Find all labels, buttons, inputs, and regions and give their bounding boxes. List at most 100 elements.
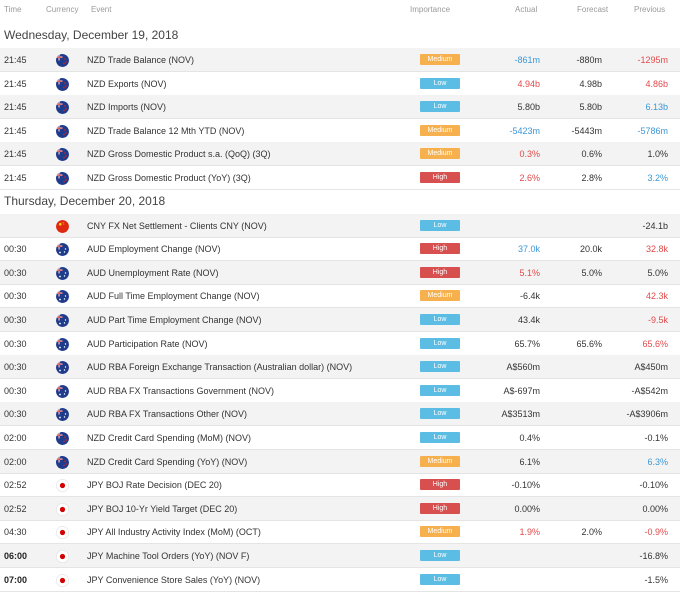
previous-value: 42.3k [645,291,668,302]
table-row[interactable]: 00:30 AUD RBA Foreign Exchange Transactio… [0,355,680,380]
nz-flag-icon [56,455,69,469]
forecast-value: 5.80b [579,102,602,113]
header-importance: Importance [410,5,451,14]
table-row[interactable]: 00:30 AUD Unemployment Rate (NOV) High 5.1%… [0,260,680,285]
event-name[interactable]: NZD Credit Card Spending (YoY) (NOV) [87,456,248,467]
table-row[interactable]: 21:45 NZD Imports (NOV) Low 5.80b 5.80b 6.13b [0,95,680,120]
forecast-value: 2.0% [581,527,602,538]
event-name[interactable]: JPY BOJ 10-Yr Yield Target (DEC 20) [87,503,238,514]
event-name[interactable]: AUD Unemployment Rate (NOV) [87,267,219,278]
importance-badge: High [420,502,460,514]
previous-value: -0.10% [639,480,668,491]
event-name[interactable]: AUD RBA FX Transactions Government (NOV) [87,385,275,396]
importance-badge: Low [420,314,460,325]
table-row[interactable]: 07:00 JPY Convenience Store Sales (YoY) (… [0,568,680,592]
event-time: 00:30 [4,244,27,255]
event-name[interactable]: JPY Machine Tool Orders (YoY) (NOV F) [87,551,250,561]
event-time: 21:45 [4,125,27,136]
forecast-value: -5443m [571,125,602,136]
importance-badge: Low [420,101,460,113]
event-name[interactable]: AUD Full Time Employment Change (NOV) [87,291,260,302]
event-name[interactable]: NZD Imports (NOV) [87,102,167,113]
event-time: 21:45 [4,149,27,160]
importance-badge: High [420,172,460,183]
header-actual: Actual [515,5,538,14]
event-name[interactable]: NZD Trade Balance (NOV) [87,55,195,65]
actual-value: -861m [514,55,540,65]
actual-value: A$3513m [501,409,540,420]
event-time: 07:00 [4,574,28,585]
importance-badge: High [420,243,460,255]
event-name[interactable]: CNY FX Net Settlement - Clients CNY (NOV… [87,220,267,231]
forecast-value: 0.6% [581,149,602,160]
event-time: 06:00 [4,551,28,561]
event-name[interactable]: AUD RBA FX Transactions Other (NOV) [87,409,248,420]
table-row[interactable]: 21:45 NZD Trade Balance 12 Mth YTD (NOV) M… [0,119,680,143]
cn-flag-icon [56,219,69,233]
previous-value: 4.86b [645,78,668,89]
table-row[interactable]: 21:45 NZD Gross Domestic Product s.a. (Qo… [0,142,680,167]
table-row[interactable]: 21:45 NZD Exports (NOV) Low 4.94b 4.98b 4.86b [0,72,680,96]
table-row[interactable]: 02:00 NZD Credit Card Spending (MoM) (NOV… [0,426,680,450]
event-time: 02:00 [4,456,27,467]
table-row[interactable]: 06:00 JPY Machine Tool Orders (YoY) (NOV … [0,544,680,568]
table-header: Time Currency Event Importance Actual Fo… [0,0,680,22]
au-flag-icon [56,337,69,351]
nz-flag-icon [56,148,69,162]
table-row[interactable]: 04:30 JPY All Industry Activity Index (Mo… [0,520,680,545]
event-name[interactable]: AUD RBA Foreign Exchange Transaction (Au… [87,362,353,373]
event-name[interactable]: NZD Credit Card Spending (MoM) (NOV) [87,433,252,443]
importance-badge: High [420,266,460,278]
previous-value: 0.00% [642,503,668,514]
table-row[interactable]: 00:30 AUD Employment Change (NOV) High 37.0… [0,237,680,262]
table-row[interactable]: 00:30 AUD Participation Rate (NOV) Low 65.7… [0,332,680,356]
actual-value: 0.4% [519,433,540,443]
header-time: Time [4,5,22,14]
nz-flag-icon [56,124,69,138]
table-row[interactable]: CNY FX Net Settlement - Clients CNY (NOV… [0,213,680,238]
table-row[interactable]: 02:52 JPY BOJ 10-Yr Yield Target (DEC 20)… [0,496,680,521]
table-row[interactable]: 21:45 NZD Gross Domestic Product (YoY) (3… [0,166,680,190]
event-name[interactable]: AUD Employment Change (NOV) [87,244,221,255]
table-row[interactable]: 00:30 AUD Full Time Employment Change (NO… [0,284,680,309]
header-previous: Previous [634,5,666,14]
actual-value: 65.7% [514,338,540,349]
event-name[interactable]: AUD Part Time Employment Change (NOV) [87,315,262,325]
event-name[interactable]: NZD Exports (NOV) [87,78,167,89]
table-row[interactable]: 02:00 NZD Credit Card Spending (YoY) (NOV… [0,449,680,474]
date-heading: Wednesday, December 19, 2018 [4,28,179,42]
previous-value: -16.8% [639,551,668,561]
event-name[interactable]: JPY Convenience Store Sales (YoY) (NOV) [87,574,261,585]
event-name[interactable]: JPY BOJ Rate Decision (DEC 20) [87,480,222,491]
nz-flag-icon [56,432,69,445]
actual-value: 2.6% [519,173,540,183]
table-row[interactable]: 00:30 AUD Part Time Employment Change (NO… [0,308,680,332]
actual-value: -6.4k [519,291,540,302]
previous-value: -0.9% [644,527,668,538]
event-name[interactable]: AUD Participation Rate (NOV) [87,338,208,349]
previous-value: 1.0% [647,149,668,160]
table-row[interactable]: 00:30 AUD RBA FX Transactions Other (NOV)… [0,402,680,427]
nz-flag-icon [56,101,69,115]
event-name[interactable]: NZD Trade Balance 12 Mth YTD (NOV) [87,125,245,136]
table-row[interactable]: 21:45 NZD Trade Balance (NOV) Medium -861m -… [0,48,680,72]
previous-value: 65.6% [642,338,668,349]
table-row[interactable]: 02:52 JPY BOJ Rate Decision (DEC 20) High -… [0,473,680,498]
event-time: 00:30 [4,267,27,278]
table-row[interactable]: 00:30 AUD RBA FX Transactions Government … [0,379,680,403]
previous-value: -1.5% [644,574,668,585]
importance-badge: Low [420,408,460,420]
au-flag-icon [56,290,69,304]
event-name[interactable]: JPY All Industry Activity Index (MoM) (O… [87,527,261,538]
event-time: 02:52 [4,503,27,514]
previous-value: 6.13b [645,102,668,113]
event-time: 00:30 [4,291,27,302]
event-name[interactable]: NZD Gross Domestic Product s.a. (QoQ) (3… [87,149,271,160]
forecast-value: 2.8% [581,173,602,183]
event-name[interactable]: NZD Gross Domestic Product (YoY) (3Q) [87,173,251,183]
event-time: 02:52 [4,480,27,491]
previous-value: -A$542m [631,385,668,396]
actual-value: A$560m [506,362,540,373]
importance-badge: Low [420,337,460,349]
previous-value: 3.2% [647,173,668,183]
